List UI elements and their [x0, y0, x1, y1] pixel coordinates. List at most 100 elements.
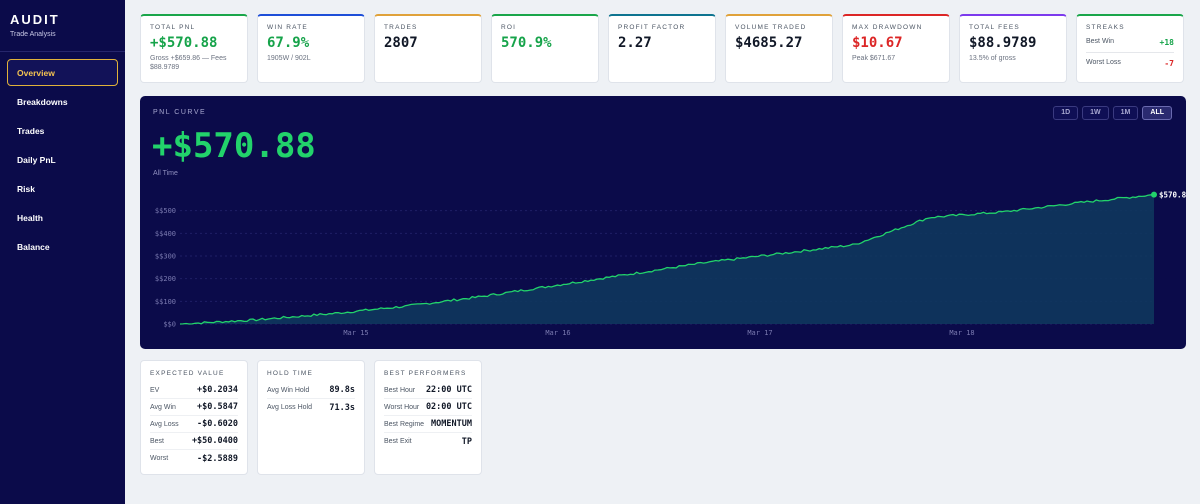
pnl-line [179, 193, 1155, 325]
stat-row: Best Hour 22:00 UTC [384, 382, 472, 399]
stat-label: Worst [150, 455, 169, 462]
range-button-all[interactable]: ALL [1142, 106, 1172, 120]
card-sub: 1905W / 902L [267, 55, 311, 62]
bcard-title: BEST PERFORMERS [384, 370, 467, 377]
card-label: WIN RATE [267, 24, 308, 31]
win-rate-card: WIN RATE 67.9% 1905W / 902L [257, 14, 365, 83]
streak-label: Worst Loss [1086, 59, 1121, 66]
pnl-end-point [1151, 191, 1157, 198]
stat-value: +$0.2034 [197, 385, 238, 395]
card-label: TOTAL PNL [150, 24, 196, 31]
range-buttons: 1D 1W 1M ALL [1053, 106, 1172, 120]
sidebar-item-risk[interactable]: Risk [17, 184, 35, 194]
card-label: PROFIT FACTOR [618, 24, 686, 31]
stat-row: Best Exit TP [384, 433, 472, 450]
sidebar-item-overview[interactable]: Overview [7, 59, 118, 86]
card-value: 2807 [384, 35, 418, 51]
stat-row: Avg Loss -$0.6020 [150, 416, 238, 433]
roi-card: ROI 570.9% [491, 14, 599, 83]
sidebar-item-trades[interactable]: Trades [17, 126, 45, 136]
stat-row: Worst Hour 02:00 UTC [384, 399, 472, 416]
sidebar-nav: Overview Breakdowns Trades Daily PnL Ris… [0, 52, 125, 260]
card-value: $4685.27 [735, 35, 803, 51]
card-label: TRADES [384, 24, 418, 31]
pnl-area [180, 194, 1154, 324]
card-value: $88.9789 [969, 35, 1037, 51]
y-tick-label: $$100 [155, 298, 176, 306]
stat-label: Avg Loss Hold [267, 404, 313, 411]
card-sub: 13.5% of gross [969, 55, 1016, 62]
streaks-card: STREAKS Best Win +18 Worst Loss -7 [1076, 14, 1184, 83]
card-sub: Peak $671.67 [852, 55, 896, 62]
card-value: 2.27 [618, 35, 652, 51]
sidebar-item-health[interactable]: Health [17, 213, 43, 223]
range-button-1m[interactable]: 1M [1112, 106, 1139, 120]
stat-label: Avg Win Hold [267, 386, 310, 394]
x-tick-label: Mar 16 [545, 329, 570, 337]
y-tick-label: $$200 [155, 275, 176, 283]
stat-value: -$0.6020 [197, 419, 238, 429]
stat-label: Worst Hour [384, 403, 420, 411]
expected-value-card: EXPECTED VALUE EV +$0.2034 Avg Win +$0.5847… [140, 360, 248, 475]
brand: AUDIT Trade Analysis [0, 0, 125, 52]
pnl-curve-chart: $$0 $$100 $$200 $$300 $$400 $$500 Mar 15 Mar 16… [155, 191, 1186, 337]
y-tick-label: $$300 [155, 253, 176, 261]
max-drawdown-card: MAX DRAWDOWN $10.67 Peak $671.67 [842, 14, 950, 83]
card-value: +$570.88 [150, 35, 218, 51]
streak-row: Worst Loss -7 [1086, 52, 1174, 73]
x-tick-label: Mar 18 [949, 329, 974, 337]
bcard-title: HOLD TIME [267, 370, 314, 377]
stat-label: Avg Win [150, 403, 176, 411]
main-content: TOTAL PNL +$570.88 Gross +$659.86 — Fees… [125, 0, 1200, 504]
y-tick-label: $$500 [155, 207, 176, 215]
card-value: 570.9% [501, 35, 552, 51]
profit-factor-card: PROFIT FACTOR 2.27 [608, 14, 716, 83]
card-label: ROI [501, 24, 517, 31]
sidebar: AUDIT Trade Analysis Overview Breakdowns… [0, 0, 125, 504]
stat-value: 89.8s [329, 385, 355, 395]
streak-row: Best Win +18 [1086, 34, 1174, 52]
sidebar-item-balance[interactable]: Balance [17, 242, 50, 252]
volume-card: VOLUME TRADED $4685.27 [725, 14, 833, 83]
chart-label: PNL CURVE [153, 109, 207, 116]
stat-value: +$50.0400 [191, 436, 238, 446]
sidebar-item-breakdowns[interactable]: Breakdowns [17, 97, 68, 107]
card-value: $10.67 [852, 35, 903, 51]
streak-value: +18 [1159, 38, 1174, 47]
stat-row: Avg Win +$0.5847 [150, 399, 238, 416]
streak-label: Best Win [1086, 38, 1115, 45]
stat-row: Best +$50.0400 [150, 433, 238, 450]
stat-row: EV +$0.2034 [150, 382, 238, 399]
stat-value: MOMENTUM [431, 419, 472, 429]
stat-value: 22:00 UTC [425, 385, 472, 395]
hold-time-card: HOLD TIME Avg Win Hold 89.8s Avg Loss Hold… [257, 360, 365, 475]
best-performers-card: BEST PERFORMERS Best Hour 22:00 UTC Worst … [374, 360, 482, 475]
chart-period: All Time [153, 170, 178, 177]
range-button-1d[interactable]: 1D [1053, 106, 1079, 120]
pnl-curve-panel: $$0 $$100 $$200 $$300 $$400 $$500 Mar 15 Mar 16… [140, 96, 1186, 349]
y-tick-label: $$400 [155, 230, 176, 238]
stat-label: Best Hour [384, 386, 416, 394]
stat-value: -$2.5889 [197, 453, 238, 464]
brand-title: AUDIT [10, 12, 60, 27]
card-label: STREAKS [1086, 24, 1125, 31]
pnl-end-label: $570.8 [1159, 191, 1186, 200]
kpi-cards: TOTAL PNL +$570.88 Gross +$659.86 — Fees… [140, 14, 1186, 83]
range-button-1w[interactable]: 1W [1082, 106, 1109, 120]
x-tick-label: Mar 15 [343, 329, 368, 337]
trades-card: TRADES 2807 [374, 14, 482, 83]
total-pnl-card: TOTAL PNL +$570.88 Gross +$659.86 — Fees… [140, 14, 248, 83]
card-label: TOTAL FEES [969, 24, 1020, 31]
sidebar-item-daily-pnl[interactable]: Daily PnL [17, 155, 56, 165]
streak-value: -7 [1164, 59, 1174, 68]
stat-label: Best Regime [384, 420, 425, 428]
stat-label: Best [150, 437, 165, 445]
y-tick-label: $$0 [163, 321, 176, 329]
stat-value: +$0.5847 [197, 402, 238, 412]
stat-label: EV [150, 386, 160, 394]
bottom-cards: EXPECTED VALUE EV +$0.2034 Avg Win +$0.5847… [140, 360, 1186, 475]
x-tick-label: Mar 17 [747, 329, 772, 337]
brand-subtitle: Trade Analysis [10, 31, 56, 38]
bcard-title: EXPECTED VALUE [150, 370, 225, 377]
